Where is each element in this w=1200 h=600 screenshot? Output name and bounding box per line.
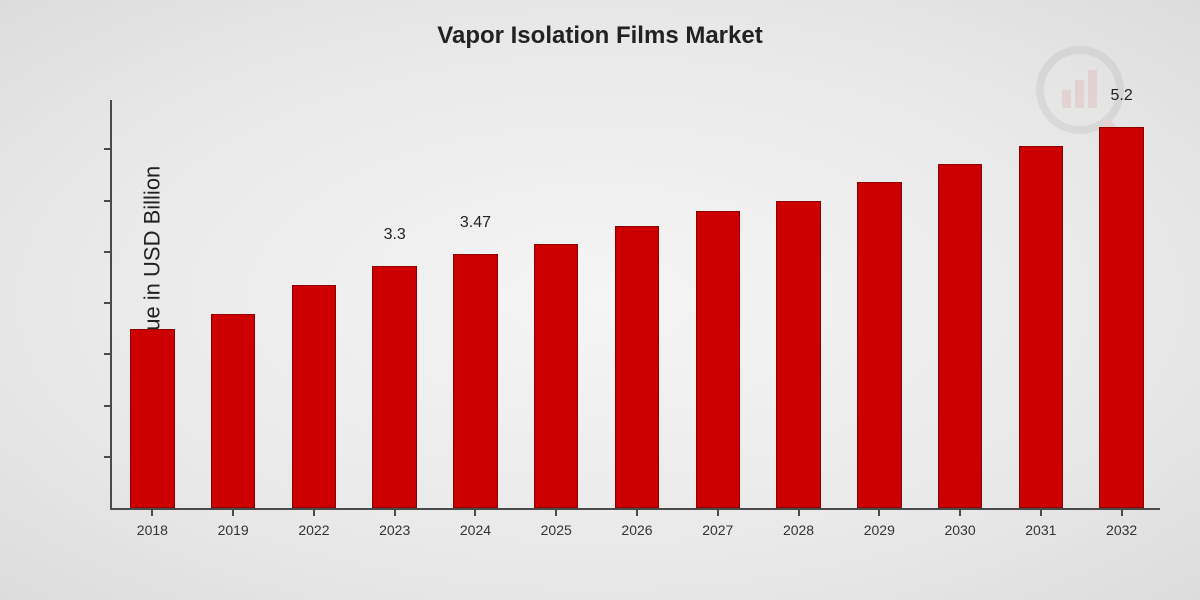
x-tick-label: 2032 <box>1106 522 1137 538</box>
x-axis-tick <box>313 508 315 516</box>
x-tick-label: 2022 <box>298 522 329 538</box>
x-tick-label: 2019 <box>218 522 249 538</box>
x-tick-label: 2027 <box>702 522 733 538</box>
plot-area: 2018201920223.320233.4720242025202620272… <box>110 100 1160 510</box>
x-tick-label: 2025 <box>541 522 572 538</box>
x-tick-label: 2018 <box>137 522 168 538</box>
x-axis-tick <box>959 508 961 516</box>
bar <box>292 285 336 508</box>
x-tick-label: 2028 <box>783 522 814 538</box>
bar <box>1099 127 1143 508</box>
bar <box>453 254 497 508</box>
bar <box>534 244 578 508</box>
x-tick-label: 2023 <box>379 522 410 538</box>
x-axis-tick <box>394 508 396 516</box>
chart-container: Vapor Isolation Films Market Market Valu… <box>0 0 1200 600</box>
x-tick-label: 2026 <box>621 522 652 538</box>
x-tick-label: 2029 <box>864 522 895 538</box>
bar <box>211 314 255 508</box>
bar <box>776 201 820 509</box>
y-axis-tick <box>104 251 112 253</box>
bar <box>372 266 416 508</box>
y-axis-tick <box>104 302 112 304</box>
y-axis-tick <box>104 200 112 202</box>
bar <box>1019 146 1063 508</box>
x-axis-tick <box>798 508 800 516</box>
bar-value-label: 5.2 <box>1110 87 1132 105</box>
y-axis-tick <box>104 353 112 355</box>
bar <box>696 211 740 508</box>
x-axis-tick <box>1121 508 1123 516</box>
bar <box>938 164 982 508</box>
x-tick-label: 2024 <box>460 522 491 538</box>
x-axis-tick <box>878 508 880 516</box>
x-axis-tick <box>636 508 638 516</box>
chart-title: Vapor Isolation Films Market <box>0 22 1200 50</box>
x-axis-tick <box>232 508 234 516</box>
x-axis-tick <box>474 508 476 516</box>
bar-value-label: 3.3 <box>384 226 406 244</box>
x-axis-tick <box>717 508 719 516</box>
bar <box>130 329 174 508</box>
x-tick-label: 2030 <box>944 522 975 538</box>
bar <box>615 226 659 508</box>
x-axis-tick <box>1040 508 1042 516</box>
y-axis-tick <box>104 148 112 150</box>
x-tick-label: 2031 <box>1025 522 1056 538</box>
y-axis-tick <box>104 456 112 458</box>
bar-value-label: 3.47 <box>460 214 491 232</box>
x-axis-tick <box>555 508 557 516</box>
x-axis-tick <box>151 508 153 516</box>
bar <box>857 182 901 508</box>
y-axis-tick <box>104 405 112 407</box>
